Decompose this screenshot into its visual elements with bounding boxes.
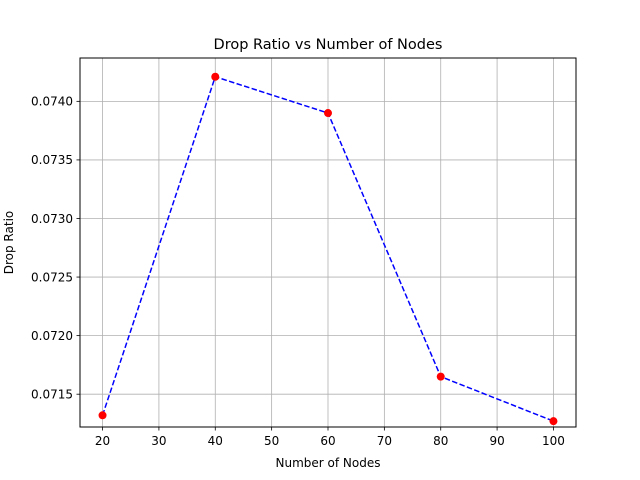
x-tick-label: 20 <box>95 434 110 448</box>
chart-title: Drop Ratio vs Number of Nodes <box>214 37 443 53</box>
x-tick-label: 90 <box>489 434 504 448</box>
y-tick-label: 0.0725 <box>31 270 73 284</box>
y-tick-label: 0.0730 <box>31 212 73 226</box>
data-point <box>98 411 107 420</box>
x-tick-label: 70 <box>377 434 392 448</box>
y-axis-label: Drop Ratio <box>2 211 16 275</box>
data-point <box>211 72 220 81</box>
series-layer <box>98 72 558 426</box>
x-tick-label: 80 <box>433 434 448 448</box>
y-tick-label: 0.0720 <box>31 329 73 343</box>
x-axis-label: Number of Nodes <box>276 456 381 470</box>
y-tick-label: 0.0715 <box>31 388 73 402</box>
data-point <box>436 372 445 381</box>
x-axis: 20 30 40 50 60 70 80 90 100 <box>95 427 565 448</box>
x-tick-label: 40 <box>208 434 223 448</box>
x-tick-label: 100 <box>542 434 565 448</box>
data-point <box>324 109 332 118</box>
x-tick-label: 60 <box>320 434 335 448</box>
y-axis: 0.0715 0.0720 0.0725 0.0730 0.0735 0.0740 <box>31 95 80 402</box>
x-tick-label: 50 <box>264 434 279 448</box>
data-point <box>549 417 558 426</box>
y-tick-label: 0.0735 <box>31 153 73 167</box>
x-tick-label: 30 <box>151 434 166 448</box>
grid <box>80 58 576 427</box>
y-tick-label: 0.0740 <box>31 95 73 109</box>
